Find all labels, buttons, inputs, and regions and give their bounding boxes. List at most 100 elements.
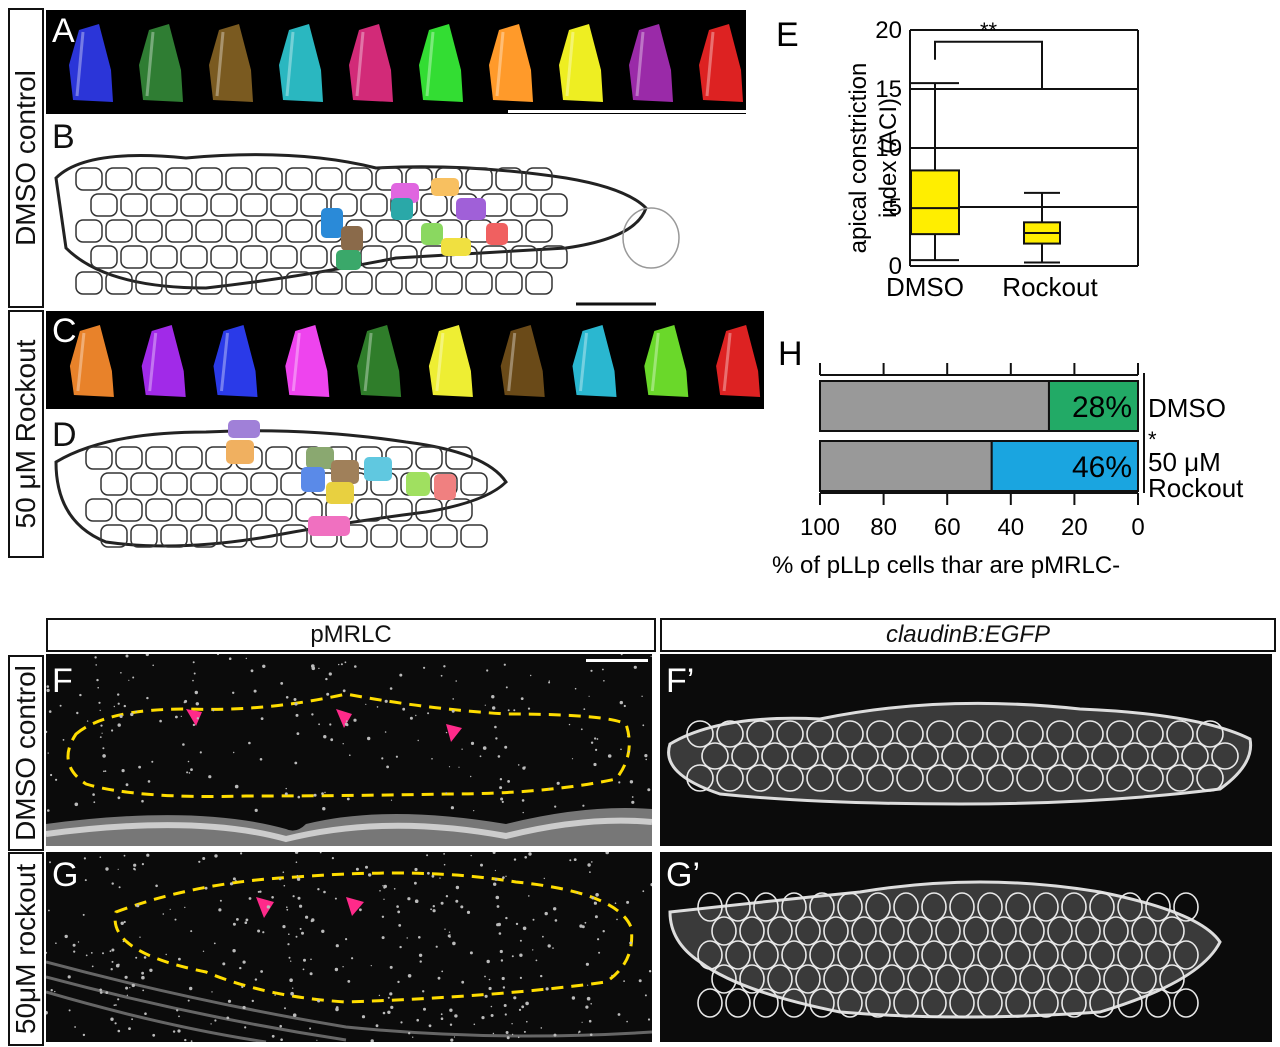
speckle bbox=[590, 741, 594, 744]
cell-membrane bbox=[809, 940, 835, 970]
cell-highlight bbox=[705, 31, 715, 97]
cell-membrane bbox=[160, 524, 188, 548]
speckle bbox=[331, 857, 334, 860]
speckle bbox=[187, 999, 190, 1002]
speckle bbox=[317, 999, 321, 1003]
speckle bbox=[102, 754, 106, 758]
speckle bbox=[631, 800, 635, 804]
speckle bbox=[584, 921, 587, 924]
cell-membrane bbox=[761, 742, 789, 770]
side-label-text: 50μM rockout bbox=[10, 863, 41, 1035]
cell-membrane bbox=[907, 916, 933, 946]
cell-reconstructions-rockout bbox=[69, 325, 761, 397]
speckle bbox=[504, 1013, 507, 1016]
cell-membrane bbox=[525, 271, 553, 295]
cell-membrane bbox=[865, 988, 891, 1018]
cell-membrane bbox=[851, 916, 877, 946]
speckle bbox=[602, 668, 604, 671]
speckle bbox=[111, 882, 114, 885]
speckle bbox=[502, 986, 506, 989]
speckle bbox=[254, 808, 258, 812]
cell-membrane bbox=[1159, 916, 1185, 946]
cell-membrane bbox=[145, 446, 173, 470]
cell-membrane bbox=[893, 988, 919, 1018]
panel-label-g: G bbox=[52, 856, 79, 894]
speckle bbox=[407, 897, 411, 901]
cell-membrane bbox=[525, 167, 553, 191]
cell-reconstruction bbox=[209, 24, 253, 102]
speckle bbox=[178, 1015, 180, 1018]
speckle bbox=[588, 695, 590, 697]
cell-membrane bbox=[711, 964, 737, 994]
category-label: Rockout bbox=[1148, 473, 1244, 503]
panel-label-d: D bbox=[52, 416, 77, 454]
speckle bbox=[527, 707, 531, 710]
speckle bbox=[334, 897, 337, 900]
speckle bbox=[104, 770, 107, 772]
speckle bbox=[548, 681, 551, 684]
speckle bbox=[74, 802, 79, 807]
speckle bbox=[49, 861, 51, 864]
speckle bbox=[278, 877, 282, 881]
speckle bbox=[629, 780, 634, 784]
speckle bbox=[208, 775, 212, 779]
speckle bbox=[648, 970, 652, 973]
panel-a-cell-strip bbox=[46, 10, 746, 114]
speckle bbox=[271, 1034, 275, 1038]
cell-membrane bbox=[160, 472, 188, 496]
bar-value bbox=[1047, 380, 1139, 432]
panel-label-g-prime: G’ bbox=[666, 856, 700, 894]
cell-membrane bbox=[315, 271, 343, 295]
speckle bbox=[389, 965, 393, 969]
speckle bbox=[593, 762, 597, 767]
cell-highlight bbox=[722, 332, 732, 392]
speckle bbox=[95, 664, 97, 666]
speckle bbox=[111, 960, 114, 963]
x-tick-label: 60 bbox=[934, 514, 961, 541]
speckle bbox=[365, 703, 367, 705]
cell-membrane bbox=[1089, 892, 1115, 922]
speckle bbox=[444, 928, 446, 930]
speckle bbox=[119, 714, 123, 718]
speckle bbox=[481, 1016, 485, 1020]
cell-membrane bbox=[1061, 892, 1087, 922]
cell-highlight bbox=[635, 31, 645, 97]
speckle bbox=[338, 663, 340, 666]
speckle bbox=[117, 868, 119, 870]
cell-membrane bbox=[1145, 988, 1171, 1018]
cell-membrane bbox=[445, 498, 473, 522]
cell-membrane bbox=[986, 764, 1014, 792]
cell-membrane bbox=[977, 892, 1003, 922]
speckle bbox=[443, 853, 445, 855]
speckle bbox=[262, 931, 265, 934]
cell-membrane bbox=[776, 720, 804, 748]
speckle bbox=[82, 913, 85, 916]
column-header-claudin: claudinB:EGFP bbox=[660, 618, 1276, 652]
speckle bbox=[190, 930, 193, 933]
speckle bbox=[74, 1026, 76, 1028]
cell-membrane bbox=[1106, 720, 1134, 748]
y-axis-label-1: apical constriction bbox=[845, 63, 872, 254]
speckle bbox=[650, 655, 652, 657]
speckle bbox=[554, 919, 558, 922]
speckle bbox=[574, 687, 577, 690]
cell-membrane bbox=[956, 720, 984, 748]
speckle bbox=[513, 858, 517, 861]
speckle bbox=[280, 1038, 283, 1041]
speckle bbox=[381, 915, 385, 918]
speckle bbox=[145, 654, 149, 657]
speckle bbox=[319, 852, 322, 854]
speckle bbox=[518, 1008, 522, 1011]
speckle bbox=[629, 941, 632, 945]
speckle bbox=[175, 715, 178, 719]
claudin-stain-rockout bbox=[668, 880, 1222, 1019]
cell-membrane bbox=[1131, 916, 1157, 946]
speckle bbox=[598, 951, 601, 954]
speckle bbox=[292, 987, 294, 989]
speckle bbox=[285, 787, 287, 790]
cell-highlight bbox=[507, 332, 517, 392]
speckle bbox=[497, 922, 501, 927]
panel-g-prime-image bbox=[660, 852, 1272, 1042]
side-label-text: DMSO control bbox=[10, 70, 41, 246]
speckle bbox=[253, 689, 257, 693]
